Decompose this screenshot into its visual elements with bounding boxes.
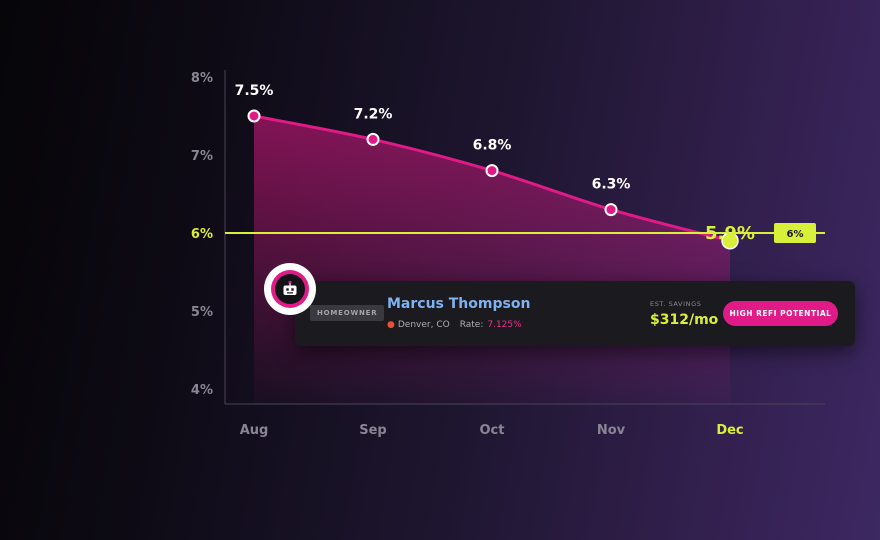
threshold-tag [774, 223, 816, 243]
x-tick-label: Oct [480, 423, 505, 438]
location-text: Denver, CO [397, 320, 450, 330]
y-tick-label: 4% [191, 383, 213, 398]
area-fill [254, 116, 730, 404]
rate-label: Rate: [459, 320, 484, 330]
data-point [366, 132, 380, 146]
data-label: 7.2% [354, 106, 393, 122]
profile-card: HOMEOWNER Marcus Thompson ● Denver, CO R… [295, 281, 855, 346]
data-label: 7.5% [235, 83, 274, 99]
high-refi-potential-button[interactable]: HIGH REFI POTENTIAL [723, 301, 838, 326]
x-tick-label: Dec [716, 423, 743, 438]
y-tick-label: 5% [191, 305, 213, 320]
y-tick-label: 6% [191, 227, 213, 242]
homeowner-badge: HOMEOWNER [310, 305, 385, 321]
data-point [604, 203, 618, 217]
robot-icon [283, 280, 297, 295]
data-point [247, 109, 261, 123]
y-tick-label: 7% [191, 149, 213, 164]
x-tick-label: Sep [359, 423, 387, 438]
x-tick-label: Nov [597, 423, 626, 438]
rate-value: 7.125% [487, 320, 522, 330]
x-tick-label: Aug [240, 423, 269, 438]
savings-value: $312/mo [650, 312, 719, 328]
data-point [485, 164, 499, 178]
pin-icon: ● [387, 320, 395, 330]
avatar[interactable] [264, 263, 316, 315]
data-label: 6.3% [592, 177, 631, 193]
data-point-highlight [721, 232, 739, 250]
data-label: 6.8% [473, 138, 512, 154]
profile-meta: ● Denver, CO Rate: 7.125% [387, 320, 522, 330]
savings-label: EST. SAVINGS [650, 300, 702, 308]
y-tick-label: 8% [191, 71, 213, 86]
data-label: 5.9% [705, 223, 755, 244]
profile-name[interactable]: Marcus Thompson [387, 296, 531, 312]
threshold-tag-label: 6% [787, 229, 804, 240]
